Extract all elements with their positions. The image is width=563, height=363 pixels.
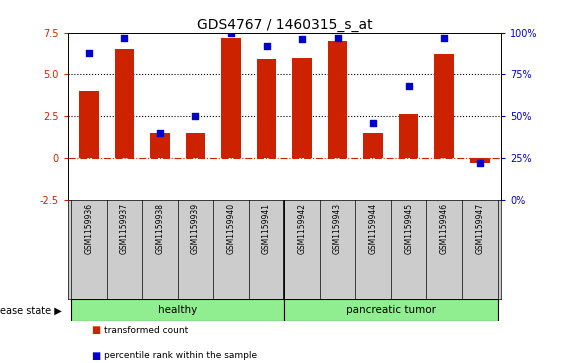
Bar [284,299,498,321]
Point [226,30,235,36]
Bar [292,58,312,158]
Bar [399,114,418,158]
Point [369,120,378,126]
Point [155,130,164,136]
Point [298,36,307,42]
Bar [328,41,347,158]
Text: pancreatic tumor: pancreatic tumor [346,305,436,315]
Text: GSM1159943: GSM1159943 [333,203,342,254]
Text: GSM1159942: GSM1159942 [298,203,307,254]
Text: transformed count: transformed count [104,326,189,335]
Text: ■: ■ [91,351,100,361]
Text: GSM1159946: GSM1159946 [440,203,449,254]
Point [84,50,93,56]
Text: GSM1159938: GSM1159938 [155,203,164,254]
Bar [79,91,99,158]
Bar [470,158,489,163]
Text: GSM1159936: GSM1159936 [84,203,93,254]
Text: ■: ■ [91,325,100,335]
Bar [150,133,169,158]
Bar [257,60,276,158]
Text: percentile rank within the sample: percentile rank within the sample [104,351,257,360]
Point [333,35,342,41]
Text: GSM1159945: GSM1159945 [404,203,413,254]
Point [475,160,484,166]
Point [262,43,271,49]
Bar [186,133,205,158]
Text: GSM1159947: GSM1159947 [475,203,484,254]
Text: GSM1159941: GSM1159941 [262,203,271,254]
Point [404,83,413,89]
Point [120,35,129,41]
Bar [363,133,383,158]
Point [440,35,449,41]
Point [191,113,200,119]
Bar [221,38,241,158]
Text: GSM1159937: GSM1159937 [120,203,129,254]
Bar [115,49,134,158]
Text: GSM1159944: GSM1159944 [369,203,378,254]
Bar [435,54,454,158]
Text: healthy: healthy [158,305,198,315]
Bar [71,299,284,321]
Text: disease state ▶: disease state ▶ [0,305,62,315]
Text: GSM1159940: GSM1159940 [226,203,235,254]
Title: GDS4767 / 1460315_s_at: GDS4767 / 1460315_s_at [196,18,372,32]
Text: GSM1159939: GSM1159939 [191,203,200,254]
